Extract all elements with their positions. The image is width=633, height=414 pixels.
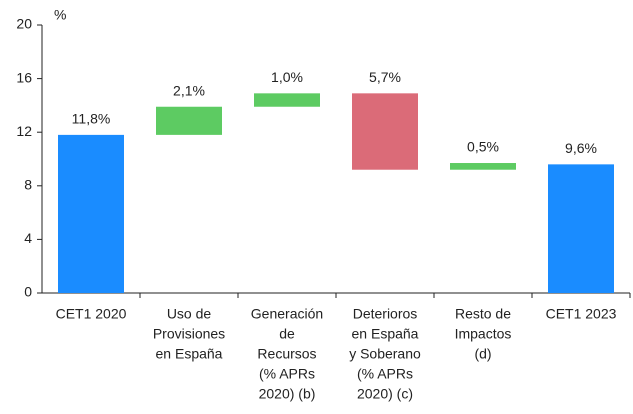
x-tick-label: Provisiones [153, 326, 225, 342]
x-tick-label: CET1 2020 [56, 306, 127, 322]
x-tick-label: 2020) (b) [259, 386, 316, 402]
bar [58, 134, 124, 293]
bar [254, 93, 320, 107]
x-tick-label: en España [156, 346, 223, 362]
value-label: 11,8% [72, 111, 111, 127]
y-axis-label: % [54, 7, 66, 23]
x-tick-label: (% APRs [357, 366, 413, 382]
value-label: 2,1% [173, 82, 205, 98]
bar [156, 106, 222, 135]
value-label: 9,6% [565, 140, 597, 156]
x-tick-label: de [279, 326, 295, 342]
bar [352, 93, 418, 170]
y-tick-label: 12 [16, 123, 32, 139]
value-label: 5,7% [369, 69, 401, 85]
value-label: 0,5% [467, 139, 499, 155]
y-tick-label: 20 [16, 16, 32, 32]
x-tick-label: Uso de [167, 306, 212, 322]
bar [548, 164, 614, 293]
x-tick-label: (d) [474, 346, 491, 362]
x-tick-label: CET1 2023 [546, 306, 617, 322]
y-tick-label: 16 [16, 69, 32, 85]
x-tick-label: (% APRs [259, 366, 315, 382]
x-tick-label: Resto de [455, 306, 511, 322]
x-tick-label: Recursos [257, 346, 316, 362]
x-tick-label: Deterioros [353, 306, 418, 322]
y-tick-label: 4 [24, 230, 32, 246]
x-tick-label: 2020) (c) [357, 386, 413, 402]
x-tick-label: Impactos [455, 326, 512, 342]
x-tick-label: en España [352, 326, 419, 342]
bar [450, 163, 516, 170]
x-tick-label: y Soberano [349, 346, 421, 362]
y-tick-label: 0 [24, 284, 32, 300]
value-label: 1,0% [271, 69, 303, 85]
y-tick-label: 8 [24, 177, 32, 193]
x-tick-label: Generación [251, 306, 323, 322]
